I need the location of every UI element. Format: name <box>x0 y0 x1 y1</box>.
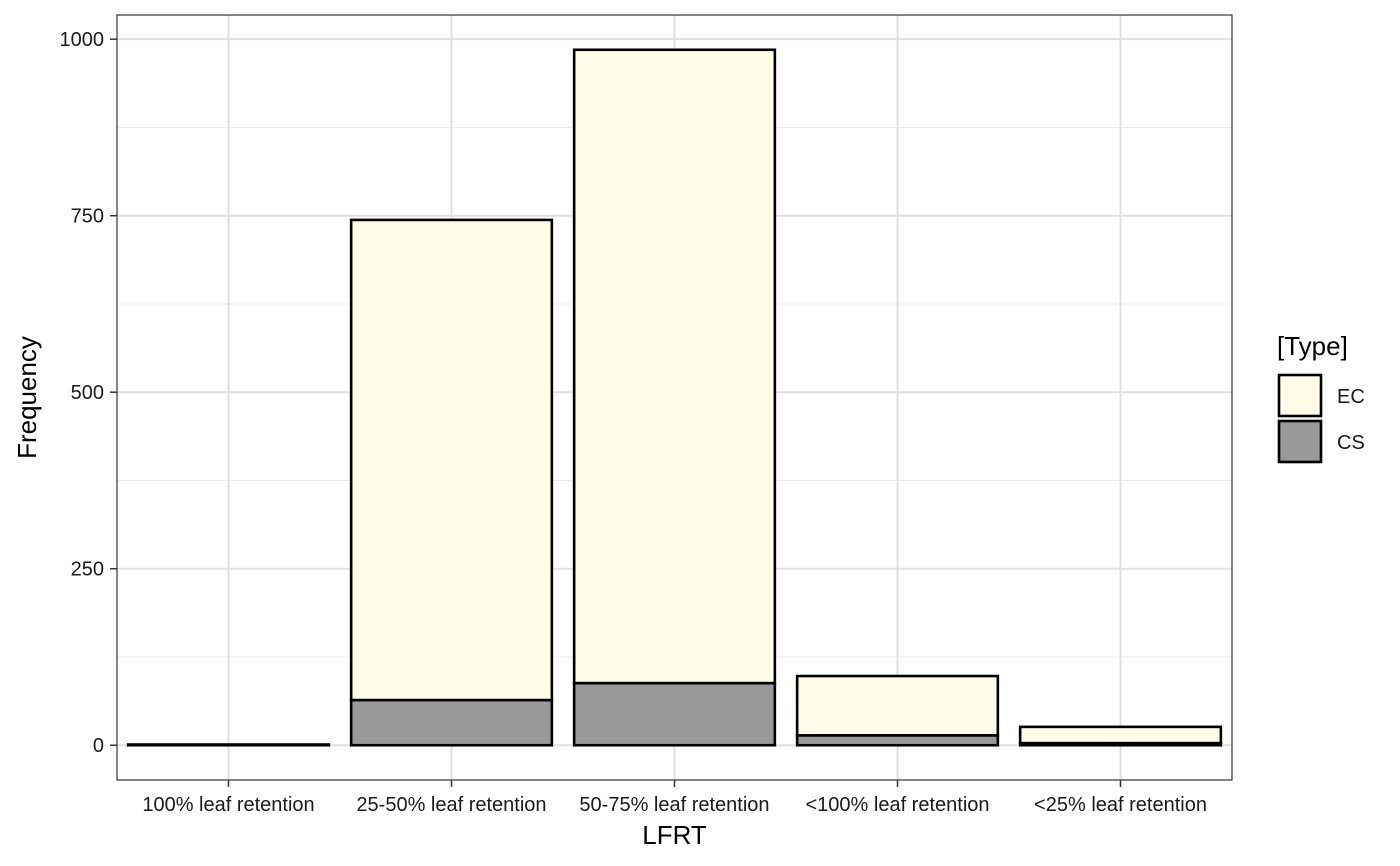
legend-title: [Type] <box>1277 331 1348 361</box>
y-axis-title: Frequency <box>12 336 42 459</box>
x-axis-title: LFRT <box>642 820 707 850</box>
y-tick-label: 0 <box>93 735 104 757</box>
bar-segment-cs <box>572 681 777 747</box>
legend-key-cs <box>1277 419 1323 464</box>
bar-segment-ec <box>349 218 554 702</box>
legend-key-ec <box>1277 373 1323 418</box>
axes: 0 250 500 750 1000 100% leaf retention 25-50% … <box>60 29 1207 816</box>
bar-segment-ec <box>572 48 777 685</box>
legend: [Type] EC CS <box>1277 331 1365 464</box>
y-tick-label: 500 <box>71 382 104 404</box>
bars <box>126 48 1223 747</box>
legend-label-cs: CS <box>1337 432 1365 454</box>
x-tick-label: 100% leaf retention <box>142 794 314 816</box>
y-tick-label: 750 <box>71 206 104 228</box>
bar-segment-ec <box>1018 725 1223 745</box>
legend-items: EC CS <box>1277 373 1365 464</box>
legend-label-ec: EC <box>1337 386 1365 408</box>
bar-segment-ec <box>795 674 1000 737</box>
y-tick-label: 1000 <box>60 29 105 51</box>
x-tick-label: 25-50% leaf retention <box>356 794 546 816</box>
bar-segment-cs <box>795 734 1000 747</box>
bar-segment-cs <box>349 698 554 747</box>
bar-segment-cs <box>126 743 331 747</box>
x-tick-label: <100% leaf retention <box>805 794 989 816</box>
y-tick-label: 250 <box>71 559 104 581</box>
x-tick-label: 50-75% leaf retention <box>579 794 769 816</box>
x-tick-label: <25% leaf retention <box>1034 794 1207 816</box>
